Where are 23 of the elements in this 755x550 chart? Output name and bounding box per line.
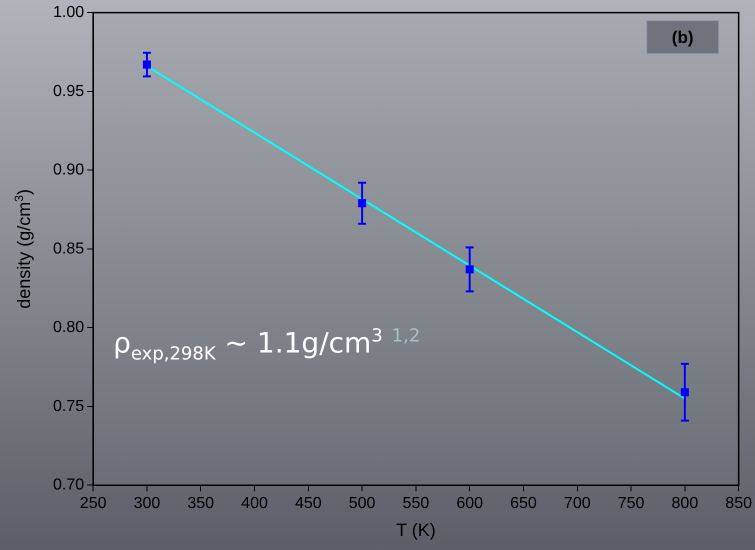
- x-tick-label: 350: [187, 495, 214, 512]
- y-axis-title: density (g/cm3): [12, 189, 34, 309]
- y-tick-label: 0.95: [53, 82, 84, 100]
- x-tick-label: 450: [294, 495, 322, 512]
- x-tick-label: 250: [80, 495, 107, 512]
- annotation: (b): [672, 28, 694, 47]
- y-tick-label: 0.80: [53, 319, 84, 336]
- x-tick-label: 800: [672, 495, 698, 512]
- x-tick-label: 500: [348, 495, 376, 512]
- x-tick-label: 850: [725, 495, 752, 512]
- y-tick-label: 0.85: [53, 240, 84, 258]
- y-tick-label: 0.70: [53, 476, 84, 494]
- x-tick-label: 300: [134, 495, 160, 512]
- x-tick-label: 700: [564, 495, 591, 512]
- y-tick-label: 0.90: [53, 162, 84, 179]
- x-axis-title: T (K): [396, 520, 436, 540]
- x-tick-label: 400: [241, 495, 268, 512]
- x-tick-label: 650: [510, 495, 537, 512]
- y-tick-label: 1.00: [53, 4, 84, 22]
- x-tick-label: 550: [402, 495, 430, 512]
- x-tick-label: 600: [456, 495, 484, 512]
- x-tick-label: 750: [618, 495, 645, 512]
- y-tick-label: 0.75: [53, 398, 84, 415]
